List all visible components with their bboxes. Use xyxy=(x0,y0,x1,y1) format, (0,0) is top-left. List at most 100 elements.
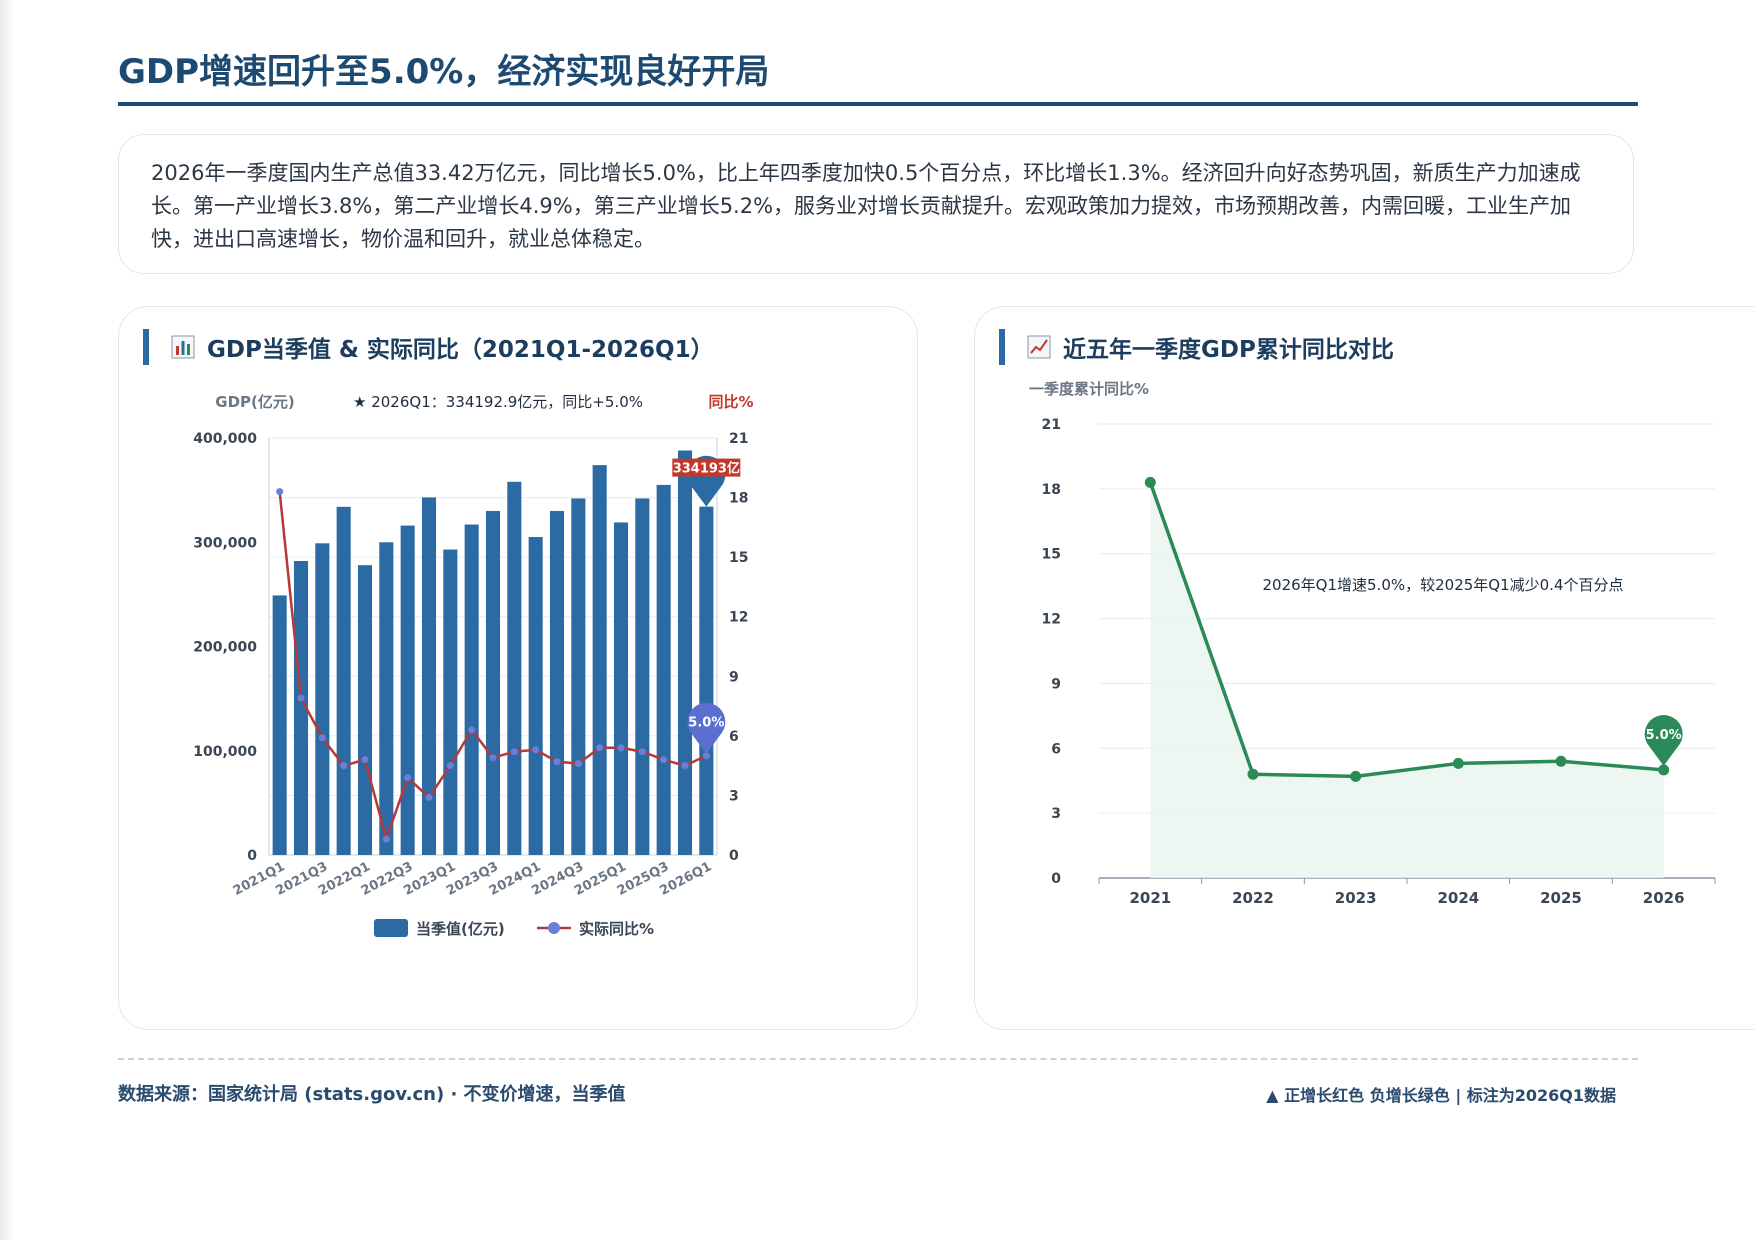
card-accent-bar xyxy=(999,329,1005,365)
point-2026 xyxy=(1658,764,1670,776)
page-edge-shade xyxy=(0,0,14,1240)
y-right-tick-label: 0 xyxy=(729,848,739,864)
bar-2024Q1 xyxy=(528,537,543,855)
x-tick-label: 2023 xyxy=(1335,889,1377,907)
y-right-tick-label: 21 xyxy=(729,431,748,447)
point-2023 xyxy=(1350,770,1362,782)
y-left-axis-title: GDP(亿元) xyxy=(215,393,294,411)
bar-2025Q1 xyxy=(613,522,629,855)
y-right-tick-label: 3 xyxy=(729,788,739,804)
gdp-quarterly-card-header: GDP当季值 & 实际同比（2021Q1-2026Q1） xyxy=(143,329,714,365)
point-2024 xyxy=(1452,757,1464,769)
y-right-tick-label: 18 xyxy=(729,491,748,507)
yoy-point-2024Q4 xyxy=(596,744,604,752)
x-tick-label: 2022 xyxy=(1232,889,1274,907)
yoy-marker-label: 5.0% xyxy=(688,716,724,731)
footer-divider xyxy=(118,1058,1638,1060)
bar-2026Q1 xyxy=(699,506,714,855)
yoy-point-2025Q3 xyxy=(660,756,668,764)
y-left-tick-label: 300,000 xyxy=(193,535,257,551)
y-tick-label: 6 xyxy=(1051,741,1061,757)
q1-yoy-card-header: 近五年一季度GDP累计同比对比 xyxy=(999,329,1394,365)
value-marker-pin xyxy=(1644,715,1683,766)
bar-2022Q4 xyxy=(421,497,437,855)
series-area xyxy=(1150,482,1664,878)
bar-2025Q2 xyxy=(635,498,650,855)
legend-bar-label: 当季值(亿元) xyxy=(416,920,505,938)
bar-2023Q2 xyxy=(464,524,479,855)
y-tick-label: 15 xyxy=(1042,547,1061,563)
gdp-marker-tag xyxy=(672,458,741,477)
value-marker-label: 5.0% xyxy=(1646,728,1682,743)
bar-2021Q3 xyxy=(315,543,330,855)
yoy-point-2025Q2 xyxy=(638,748,646,756)
y-axis-title: 一季度累计同比% xyxy=(1029,380,1149,398)
y-tick-label: 12 xyxy=(1042,612,1061,628)
y-left-tick-label: 100,000 xyxy=(193,744,257,760)
card-accent-bar xyxy=(143,329,149,365)
data-source-note: 数据来源：国家统计局 (stats.gov.cn) · 不变价增速，当季值 xyxy=(118,1084,626,1105)
yoy-point-2023Q4 xyxy=(510,748,518,756)
yoy-point-2021Q1 xyxy=(276,488,284,496)
x-tick-label: 2021 xyxy=(1129,889,1171,907)
y-tick-label: 3 xyxy=(1051,806,1061,822)
y-right-tick-label: 9 xyxy=(729,669,739,685)
summary-box: 2026年一季度国内生产总值33.42万亿元，同比增长5.0%，比上年四季度加快… xyxy=(118,134,1634,274)
series-line xyxy=(1148,481,1664,779)
yoy-point-2024Q1 xyxy=(532,746,540,754)
bar-2022Q3 xyxy=(400,525,415,855)
q1-yoy-card: 近五年一季度GDP累计同比对比 0 3 6 9 12 15 18 21 2021 2022 2023… xyxy=(974,306,1754,1030)
point-2021 xyxy=(1144,476,1156,488)
legend-bar-swatch xyxy=(374,919,408,937)
yoy-point-2021Q2 xyxy=(297,694,305,702)
yoy-point-2024Q2 xyxy=(553,758,561,766)
bar-2025Q4 xyxy=(677,450,693,855)
yoy-point-2021Q3 xyxy=(318,734,326,742)
yoy-point-2023Q2 xyxy=(468,726,476,734)
bar-2024Q3 xyxy=(571,498,586,855)
bar-2025Q3 xyxy=(656,484,671,855)
yoy-point-2022Q3 xyxy=(404,774,412,782)
y-left-tick-label: 200,000 xyxy=(193,640,257,656)
legend-note: ▲ 正增长红色 负增长绿色 | 标注为2026Q1数据 xyxy=(1266,1086,1616,1105)
gdp-quarterly-card: GDP当季值 & 实际同比（2021Q1-2026Q1） 0 3 6 9 12 15 18 2… xyxy=(118,306,918,1030)
yoy-marker-pin xyxy=(687,702,726,754)
bar-2024Q2 xyxy=(549,510,565,855)
point-2025 xyxy=(1555,755,1567,767)
bar-2021Q1 xyxy=(272,595,287,855)
bar-2024Q4 xyxy=(592,465,607,855)
bar-2022Q1 xyxy=(357,565,373,855)
bar-2022Q2 xyxy=(379,542,394,855)
bar-2023Q3 xyxy=(485,510,501,855)
chart-annotation: 2026年Q1增速5.0%，较2025年Q1减少0.4个百分点 xyxy=(1262,576,1623,594)
y-tick-label: 21 xyxy=(1042,417,1061,433)
point-2022 xyxy=(1247,768,1259,780)
chart-annotation: ★ 2026Q1：334192.9亿元，同比+5.0% xyxy=(353,393,643,411)
page-title: GDP增速回升至5.0%，经济实现良好开局 xyxy=(118,52,770,92)
bar-2023Q1 xyxy=(443,549,458,855)
bar-2021Q4 xyxy=(336,506,351,855)
y-right-axis-title: 同比% xyxy=(708,393,753,411)
bar-2021Q2 xyxy=(293,561,309,855)
legend-line-point xyxy=(548,922,560,934)
bar-2023Q4 xyxy=(507,481,522,855)
gdp-bar-line-chart: 0 3 6 9 12 15 18 21 0 100,000 200,000 300,000 400,00… xyxy=(193,393,753,938)
y-tick-label: 0 xyxy=(1051,871,1061,887)
yoy-point-2026Q1 xyxy=(702,752,710,760)
y-tick-label: 18 xyxy=(1042,482,1061,498)
yoy-point-2022Q4 xyxy=(425,793,433,801)
yoy-point-2022Q2 xyxy=(382,835,390,843)
x-tick-label: 2025 xyxy=(1540,889,1582,907)
yoy-point-2021Q4 xyxy=(340,762,348,770)
yoy-point-2023Q1 xyxy=(446,762,454,770)
bar-chart-icon xyxy=(171,335,195,359)
x-tick-label: 2026 xyxy=(1643,889,1685,907)
q1-yoy-line-chart: 0 3 6 9 12 15 18 21 2021 2022 2023 2024 2025 2026 一季度累… xyxy=(1029,380,1716,907)
yoy-point-2023Q3 xyxy=(489,754,497,762)
y-tick-label: 9 xyxy=(1051,676,1061,692)
chart-title: 近五年一季度GDP累计同比对比 xyxy=(1063,337,1394,363)
chart-title: GDP当季值 & 实际同比（2021Q1-2026Q1） xyxy=(207,337,714,363)
yoy-point-2022Q1 xyxy=(361,756,369,764)
title-divider xyxy=(118,102,1638,106)
gdp-marker-label: 334193亿 xyxy=(673,461,740,477)
